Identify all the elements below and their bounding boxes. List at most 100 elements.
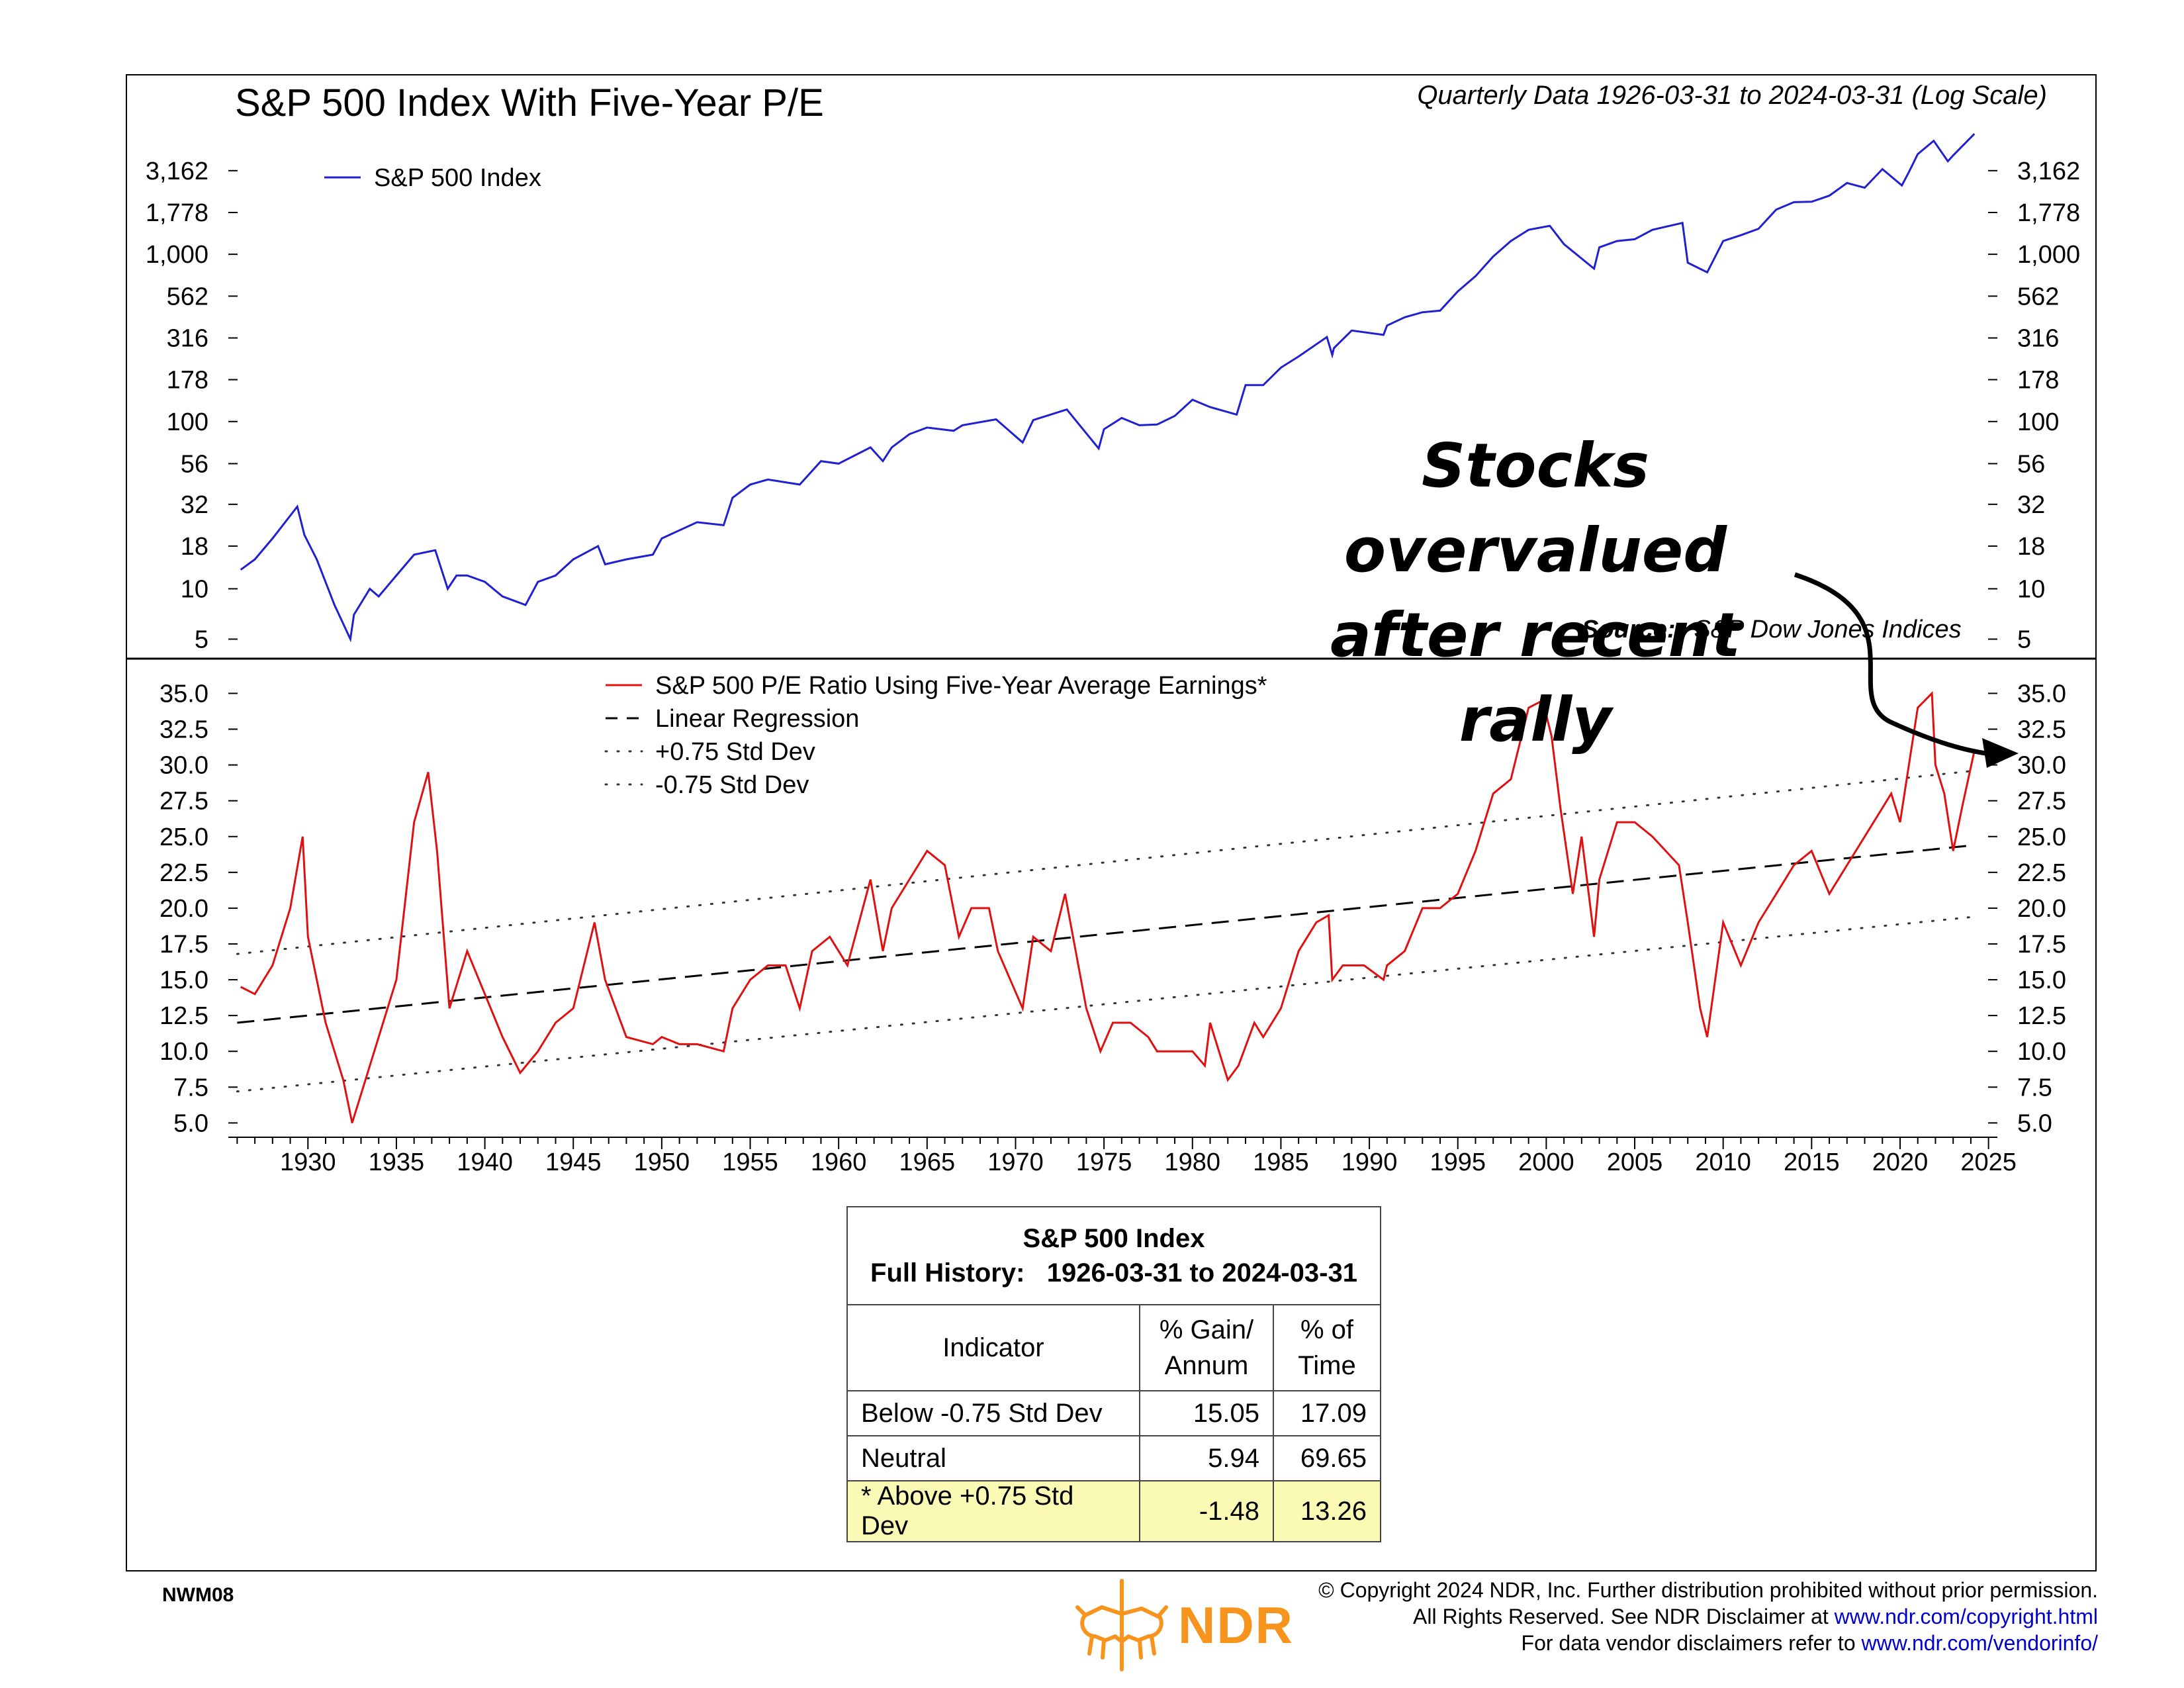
x-tick-label: 2010: [1695, 1149, 1751, 1176]
column-header-indicator: Indicator: [846, 1304, 1140, 1391]
x-tick-label: 1935: [369, 1149, 425, 1176]
column-header-gain: % Gain/ Annum: [1139, 1304, 1274, 1391]
y-tick-label: 35.0: [2017, 680, 2066, 708]
y-tick-label: 25.0: [2017, 823, 2066, 851]
minus-std-dev-line: [236, 915, 1976, 1093]
x-tick-label: 1990: [1342, 1149, 1398, 1176]
x-tick-label: 1945: [545, 1149, 602, 1176]
source-text: S&P Dow Jones Indices: [1694, 616, 1962, 643]
y-tick-label: 32: [181, 491, 208, 519]
y-tick-label: 27.5: [159, 788, 208, 816]
y-tick-label: 30.0: [2017, 752, 2066, 780]
x-tick-label: 1930: [280, 1149, 336, 1176]
y-tick-label: 25.0: [159, 823, 208, 851]
y-tick-label: 3,162: [146, 158, 208, 185]
y-tick-label: 7.5: [2017, 1074, 2052, 1102]
annotation-arrow: [1794, 572, 1996, 757]
y-tick-label: 178: [167, 367, 208, 395]
vendor-info-link[interactable]: www.ndr.com/vendorinfo/: [1861, 1631, 2099, 1655]
y-tick-label: 1,778: [2017, 199, 2080, 227]
y-tick-label: 5.0: [173, 1109, 208, 1137]
x-tick-label: 1970: [987, 1149, 1044, 1176]
stats-table-header: S&P 500 Index Full History: 1926-03-31 t…: [846, 1206, 1381, 1305]
annotation-line-2: after recent rally: [1330, 600, 1741, 755]
pe-ratio-line: [240, 690, 1976, 1123]
y-tick-label: 20.0: [159, 895, 208, 923]
y-tick-label: 5: [195, 626, 208, 654]
y-tick-label: 32.5: [159, 716, 208, 744]
y-tick-label: 56: [2017, 450, 2045, 478]
chart-frame: [126, 74, 2097, 1571]
y-tick-label: 22.5: [159, 859, 208, 887]
stats-table: S&P 500 Index Full History: 1926-03-31 t…: [846, 1206, 1381, 1542]
y-tick-label: 27.5: [2017, 788, 2066, 816]
x-tick-label: 2015: [1784, 1149, 1840, 1176]
row-gain: 5.94: [1139, 1435, 1274, 1481]
axes: [126, 169, 2097, 1149]
row-indicator: Neutral: [846, 1435, 1140, 1481]
plus-std-dev-line: [236, 769, 1976, 955]
legend-label-sp500: S&P 500 Index: [374, 164, 541, 192]
y-tick-label: 22.5: [2017, 859, 2066, 887]
ndr-logo-text: NDR: [1178, 1596, 1294, 1654]
y-tick-label: 5: [2017, 626, 2031, 654]
y-tick-label: 30.0: [159, 752, 208, 780]
stats-table-title: S&P 500 Index: [1023, 1224, 1205, 1253]
y-tick-label: 10: [2017, 575, 2045, 603]
y-tick-label: 17.5: [159, 931, 208, 959]
source-note: Source: S&P Dow Jones Indices: [1582, 616, 1962, 644]
row-time: 69.65: [1273, 1435, 1381, 1481]
y-tick-label: 1,000: [146, 241, 208, 269]
row-gain: -1.48: [1139, 1480, 1274, 1542]
copyright-line-1: © Copyright 2024 NDR, Inc. Further distr…: [1318, 1578, 2098, 1602]
y-tick-label: 316: [2017, 325, 2059, 353]
y-tick-label: 56: [181, 450, 208, 478]
x-tick-label: 1975: [1076, 1149, 1132, 1176]
x-tick-label: 1950: [634, 1149, 690, 1176]
ndr-bull-bear-icon: [1075, 1579, 1168, 1671]
table-row: Below -0.75 Std Dev 15.05 17.09: [846, 1390, 1381, 1436]
y-tick-label: 1,000: [2017, 241, 2080, 269]
x-tick-label: 2000: [1518, 1149, 1574, 1176]
chart-subtitle: Quarterly Data 1926-03-31 to 2024-03-31 …: [1417, 81, 2047, 110]
series-lines: [236, 133, 1976, 1123]
chart-title: S&P 500 Index With Five-Year P/E: [235, 81, 824, 124]
x-tick-label: 1985: [1253, 1149, 1309, 1176]
copyright-link[interactable]: www.ndr.com/copyright.html: [1834, 1605, 2098, 1628]
x-tick-label: 1955: [722, 1149, 778, 1176]
row-indicator: Below -0.75 Std Dev: [846, 1390, 1140, 1436]
y-tick-label: 7.5: [173, 1074, 208, 1102]
annotation-line-1: Stocks overvalued: [1343, 430, 1727, 586]
legend-label-minus-std: -0.75 Std Dev: [655, 771, 809, 799]
row-gain: 15.05: [1139, 1390, 1274, 1436]
x-tick-label: 1960: [811, 1149, 867, 1176]
y-tick-label: 17.5: [2017, 931, 2066, 959]
y-tick-label: 15.0: [159, 966, 208, 994]
table-row-highlighted: * Above +0.75 Std Dev -1.48 13.26: [846, 1480, 1381, 1542]
legend-label-pe: S&P 500 P/E Ratio Using Five-Year Averag…: [655, 672, 1267, 700]
y-tick-label: 10.0: [2017, 1038, 2066, 1066]
y-tick-label: 18: [181, 533, 208, 561]
x-tick-label: 2025: [1960, 1149, 2017, 1176]
y-tick-label: 10.0: [159, 1038, 208, 1066]
source-label: Source:: [1582, 616, 1676, 643]
copyright-line-3: For data vendor disclaimers refer to www…: [1521, 1631, 2099, 1655]
y-tick-label: 178: [2017, 367, 2059, 395]
chart-code: NWM08: [162, 1584, 234, 1606]
table-row: Neutral 5.94 69.65: [846, 1435, 1381, 1481]
y-tick-label: 18: [2017, 533, 2045, 561]
row-time: 13.26: [1273, 1480, 1381, 1542]
y-tick-label: 35.0: [159, 680, 208, 708]
legends: S&P 500 Index S&P 500 P/E Ratio Using Fiv…: [324, 164, 1267, 799]
x-tick-label: 1980: [1165, 1149, 1221, 1176]
tick-labels: 3,162 3,162 1,778 1,778 1,000 1,000 562 562 316 3…: [146, 158, 2080, 1176]
y-tick-label: 100: [167, 408, 208, 436]
y-tick-label: 562: [167, 283, 208, 310]
legend-label-regression: Linear Regression: [655, 705, 859, 733]
y-tick-label: 12.5: [159, 1002, 208, 1030]
x-tick-label: 1940: [457, 1149, 513, 1176]
x-tick-label: 2005: [1607, 1149, 1663, 1176]
annotation-text: Stocks overvalued after recent rally: [1264, 424, 1807, 763]
row-time: 17.09: [1273, 1390, 1381, 1436]
